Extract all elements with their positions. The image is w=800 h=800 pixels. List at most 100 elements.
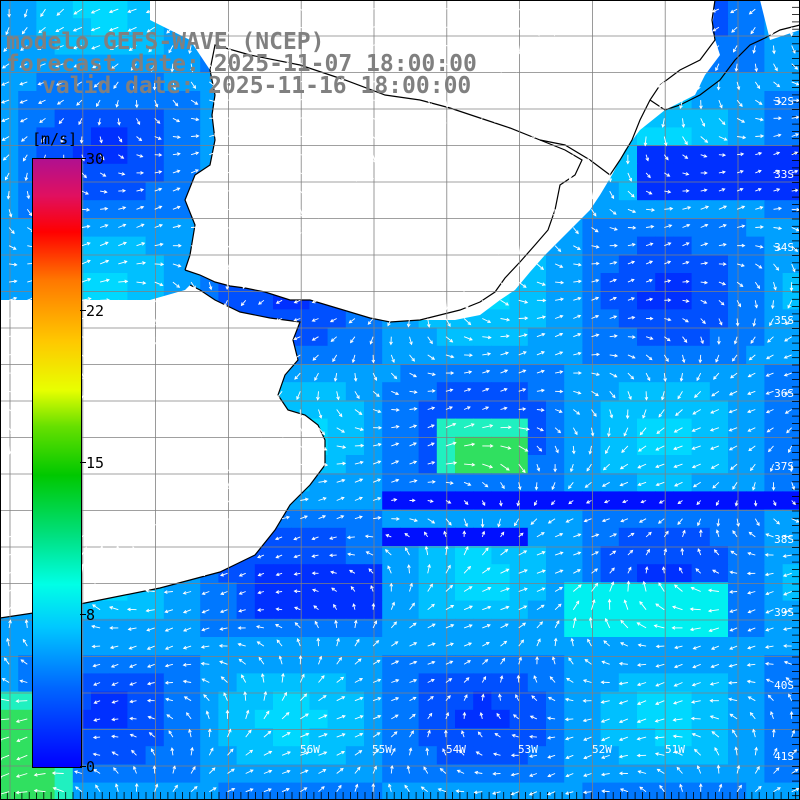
wind-arrow-icon xyxy=(81,372,86,380)
wind-arrow-head xyxy=(423,531,428,536)
wind-cell xyxy=(382,746,401,765)
wind-arrow-head xyxy=(536,467,541,472)
wind-arrow-head xyxy=(395,408,400,412)
wind-arrow-head xyxy=(548,66,553,70)
wind-arrow-icon xyxy=(204,8,210,16)
wind-arrow-icon xyxy=(554,445,559,453)
wind-arrow-head xyxy=(567,156,571,161)
wind-arrow-head xyxy=(503,286,507,291)
wind-arrow-icon xyxy=(679,99,683,109)
wind-arrow-icon xyxy=(263,27,269,33)
wind-arrow-icon xyxy=(227,518,235,523)
wind-arrow-icon xyxy=(584,63,592,68)
wind-cell xyxy=(309,618,329,638)
wind-arrow-head xyxy=(286,96,291,100)
wind-arrow-head xyxy=(195,206,200,210)
wind-cell xyxy=(436,564,456,583)
wind-arrow-head xyxy=(605,450,609,455)
wind-arrow-head xyxy=(787,13,792,18)
wind-cell xyxy=(127,600,147,620)
wind-cell xyxy=(473,709,492,729)
wind-cell xyxy=(546,746,565,765)
wind-arrow-head xyxy=(129,464,134,468)
wind-arrow-icon xyxy=(663,136,667,146)
wind-arrow-head xyxy=(611,394,616,399)
wind-arrow-icon xyxy=(167,530,174,538)
wind-arrow-head xyxy=(477,120,481,124)
wind-arrow-icon xyxy=(591,279,599,283)
wind-cell xyxy=(673,418,693,438)
wind-arrow-head xyxy=(583,119,588,123)
wind-arrow-icon xyxy=(554,8,559,17)
wind-cell xyxy=(618,746,638,765)
wind-arrow-head xyxy=(159,242,164,247)
wind-cell xyxy=(691,473,711,492)
wind-arrow-icon xyxy=(391,99,399,104)
wind-cell xyxy=(673,546,693,565)
wind-arrow-head xyxy=(462,530,467,535)
wind-arrow-head xyxy=(488,7,493,12)
wind-cell xyxy=(127,618,147,638)
wind-cell xyxy=(728,400,747,420)
wind-arrow-head xyxy=(756,285,761,290)
wind-arrow-head xyxy=(788,449,792,454)
wind-arrow-icon xyxy=(133,81,137,90)
wind-arrow-icon xyxy=(460,263,465,273)
wind-arrow-icon xyxy=(591,533,599,538)
wind-arrow-head xyxy=(413,460,418,465)
wind-arrow-icon xyxy=(390,136,395,144)
wind-arrow-head xyxy=(259,284,263,288)
wind-arrow-head xyxy=(263,451,267,456)
wind-arrow-icon xyxy=(318,78,326,83)
wind-arrow-head xyxy=(577,333,582,337)
wind-arrow-icon xyxy=(403,190,410,196)
wind-arrow-icon xyxy=(500,45,505,54)
wind-arrow-icon xyxy=(500,532,505,538)
wind-arrow-head xyxy=(663,142,668,147)
wind-arrow-icon xyxy=(184,8,192,15)
wind-arrow-head xyxy=(685,299,690,303)
wind-arrow-head xyxy=(221,320,226,325)
wind-arrow-icon xyxy=(281,114,291,119)
wind-arrow-head xyxy=(90,10,95,14)
wind-cell xyxy=(746,655,765,674)
wind-arrow-icon xyxy=(368,568,374,574)
wind-arrow-head xyxy=(358,24,363,28)
wind-arrow-head xyxy=(542,315,547,319)
wind-arrow-head xyxy=(681,124,686,128)
wind-cell xyxy=(109,728,128,747)
wind-arrow-head xyxy=(2,502,6,506)
wind-arrow-icon xyxy=(478,245,483,254)
wind-arrow-icon xyxy=(130,445,137,449)
wind-arrow-icon xyxy=(25,445,28,454)
wind-arrow-icon xyxy=(172,263,181,267)
wind-arrow-icon xyxy=(603,45,610,50)
wind-cell xyxy=(291,582,310,602)
wind-cell xyxy=(782,163,800,183)
wind-arrow-head xyxy=(192,285,196,290)
wind-arrow-head xyxy=(255,374,260,378)
wind-arrow-icon xyxy=(330,245,337,251)
wind-arrow-icon xyxy=(372,460,381,465)
wind-arrow-icon xyxy=(711,463,720,469)
wind-arrow-head xyxy=(171,323,176,328)
wind-arrow-head xyxy=(300,214,304,218)
wind-arrow-head xyxy=(566,65,570,69)
wind-arrow-icon xyxy=(773,263,779,271)
wind-arrow-head xyxy=(759,206,764,210)
wind-arrow-head xyxy=(551,486,555,491)
wind-arrow-icon xyxy=(425,136,429,144)
wind-arrow-head xyxy=(93,84,98,88)
wind-arrow-icon xyxy=(536,263,544,270)
wind-arrow-head xyxy=(626,160,630,165)
wind-cell xyxy=(782,72,800,92)
wind-arrow-head xyxy=(204,12,208,16)
wind-arrow-icon xyxy=(172,170,180,174)
wind-cell xyxy=(200,673,219,693)
wind-arrow-head xyxy=(311,299,316,304)
wind-arrow-icon xyxy=(219,390,228,395)
wind-arrow-head xyxy=(511,136,516,140)
wind-arrow-head xyxy=(620,63,625,68)
wind-arrow-icon xyxy=(318,427,325,435)
wind-arrow-icon xyxy=(427,518,435,524)
